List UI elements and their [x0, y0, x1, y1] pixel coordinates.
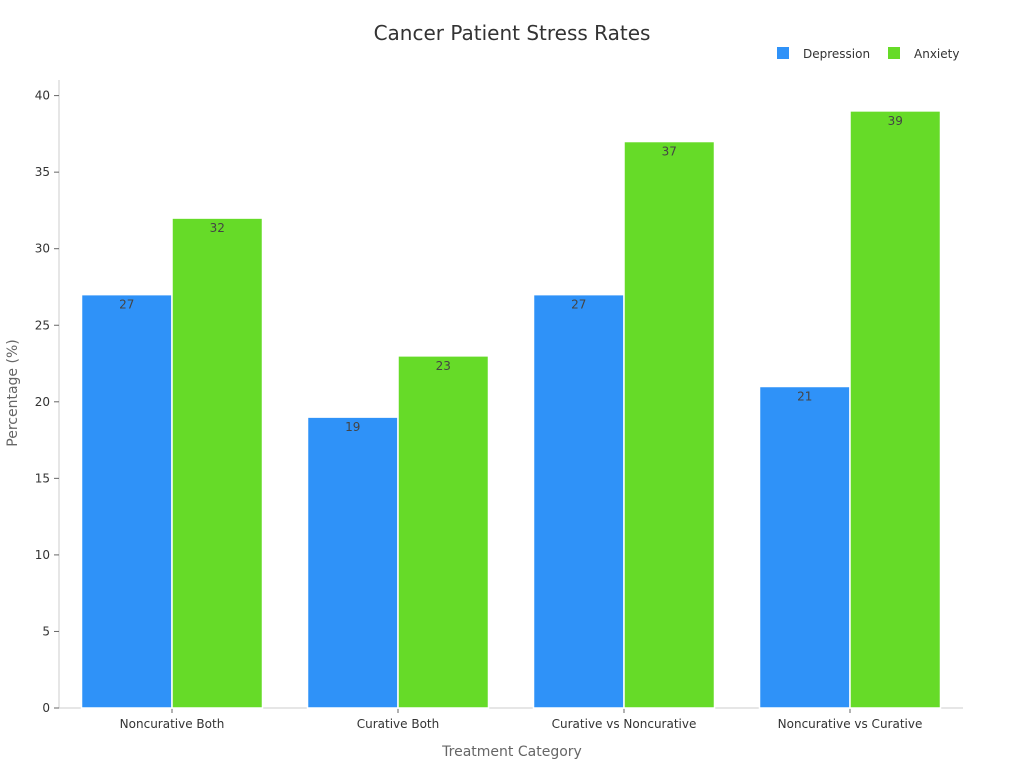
- x-axis: Noncurative Both Curative Both Curative vs…: [59, 707, 963, 731]
- data-label-depression: 27: [571, 298, 586, 312]
- y-tick-label: 40: [35, 89, 50, 103]
- bars: [80, 110, 942, 709]
- chart-title: Cancer Patient Stress Rates: [374, 21, 651, 45]
- legend-item-depression[interactable]: Depression: [777, 47, 870, 61]
- data-label-depression: 27: [119, 298, 134, 312]
- y-tick-label: 15: [35, 471, 50, 485]
- bar-depression-curative-vs-noncurative: [532, 293, 625, 709]
- y-tick-label: 10: [35, 548, 50, 562]
- bar-anxiety-curative-both: [397, 355, 490, 709]
- data-label-anxiety: 23: [436, 359, 451, 373]
- legend-swatch: [777, 47, 789, 59]
- y-tick-label: 35: [35, 165, 50, 179]
- bar-anxiety-noncurative-vs-curative: [849, 110, 942, 709]
- x-tick-label: Noncurative vs Curative: [778, 717, 923, 731]
- legend-swatch: [888, 47, 900, 59]
- legend: Depression Anxiety: [777, 47, 959, 61]
- bar-depression-curative-both: [306, 416, 399, 709]
- y-tick-label: 0: [42, 701, 50, 715]
- bar-anxiety-noncurative-both: [171, 217, 264, 709]
- bar-depression-noncurative-vs-curative: [758, 385, 851, 709]
- x-tick-label: Noncurative Both: [120, 717, 225, 731]
- data-label-anxiety: 39: [888, 114, 903, 128]
- y-axis: 0 5 10 15 20 25 30 35 40: [35, 80, 60, 715]
- x-tick-label: Curative vs Noncurative: [552, 717, 697, 731]
- legend-item-anxiety[interactable]: Anxiety: [888, 47, 959, 61]
- y-axis-title: Percentage (%): [5, 339, 21, 446]
- y-tick-label: 5: [42, 624, 50, 638]
- y-tick-label: 25: [35, 318, 50, 332]
- legend-label: Anxiety: [914, 47, 959, 61]
- data-label-depression: 21: [797, 389, 812, 403]
- data-labels: 27 32 19 23 27 37 21 39: [119, 114, 903, 434]
- data-label-anxiety: 37: [662, 145, 677, 159]
- data-label-depression: 19: [345, 420, 360, 434]
- data-label-anxiety: 32: [210, 221, 225, 235]
- bar-depression-noncurative-both: [80, 293, 173, 709]
- bar-anxiety-curative-vs-noncurative: [623, 140, 716, 709]
- x-axis-title: Treatment Category: [441, 744, 582, 760]
- x-tick-label: Curative Both: [357, 717, 440, 731]
- y-tick-label: 20: [35, 395, 50, 409]
- legend-label: Depression: [803, 47, 870, 61]
- y-tick-label: 30: [35, 242, 50, 256]
